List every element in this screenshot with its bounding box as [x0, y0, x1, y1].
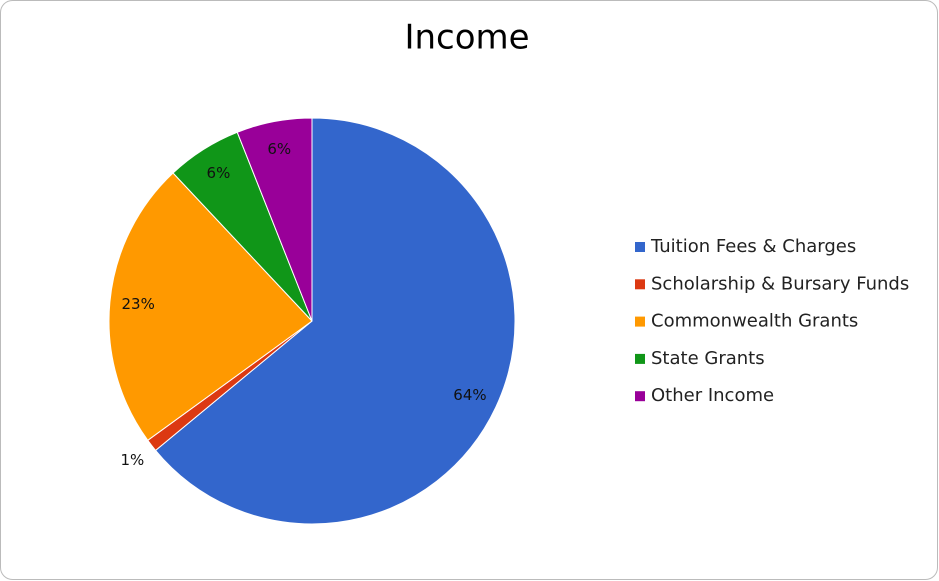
legend-swatch	[635, 316, 645, 327]
data-label: 1%	[120, 451, 144, 469]
legend-swatch	[635, 353, 645, 364]
data-label: 64%	[453, 386, 486, 404]
data-label: 6%	[267, 140, 291, 158]
pie-slice	[154, 117, 516, 525]
legend-swatch	[635, 242, 645, 252]
data-label: 6%	[207, 164, 231, 182]
legend-label: Commonwealth Grants	[651, 311, 858, 332]
pie-slice	[236, 117, 313, 322]
legend-label: State Grants	[651, 348, 765, 369]
legend-swatch	[635, 391, 645, 402]
legend-swatch	[635, 279, 645, 290]
legend-label: Other Income	[651, 385, 774, 406]
pie-slice	[108, 172, 313, 442]
chart-title: Income	[404, 18, 529, 58]
data-label: 23%	[122, 295, 155, 313]
legend-label: Tuition Fees & Charges	[650, 236, 856, 257]
legend-label: Scholarship & Bursary Funds	[651, 273, 909, 294]
